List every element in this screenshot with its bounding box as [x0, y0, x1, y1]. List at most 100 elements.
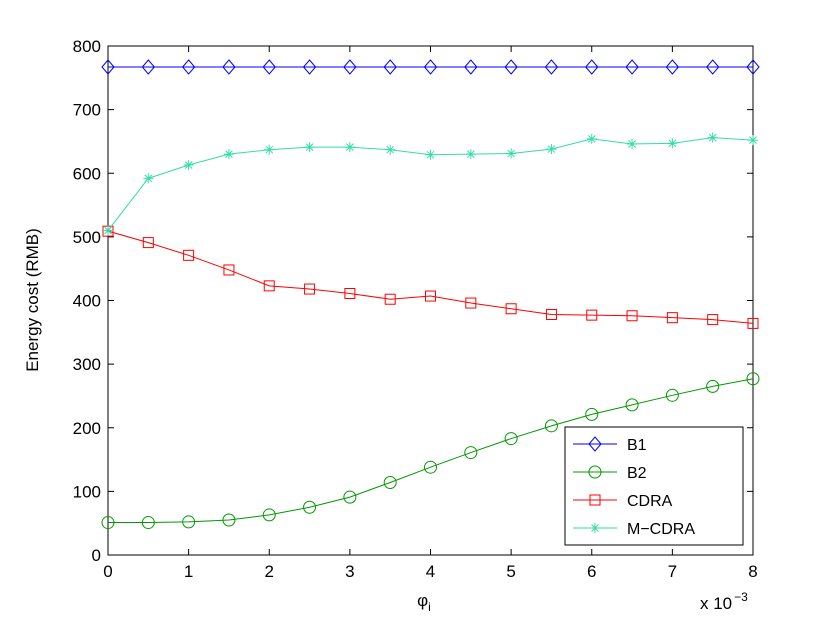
data-point-m-cdra — [627, 138, 638, 149]
data-point-b2 — [303, 500, 317, 514]
data-point-m-cdra — [304, 142, 315, 153]
data-point-cdra — [666, 312, 678, 324]
x-tick-label: 2 — [265, 562, 274, 581]
legend-marker — [588, 436, 602, 452]
y-tick-label: 0 — [92, 546, 101, 565]
data-point-m-cdra — [546, 144, 557, 155]
y-tick-label: 800 — [73, 37, 101, 56]
y-tick-label: 600 — [73, 164, 101, 183]
data-point-cdra — [344, 288, 356, 300]
data-point-b1 — [181, 59, 196, 75]
data-point-b2 — [182, 515, 196, 529]
data-point-b1 — [101, 59, 115, 75]
data-point-b1 — [504, 59, 518, 75]
data-point-b2 — [585, 407, 599, 421]
x-axis-label-subscript: i — [428, 600, 431, 614]
x-axis-multiplier: x 10 −3 — [700, 590, 748, 613]
data-point-cdra — [384, 293, 396, 305]
data-point-b1 — [262, 59, 276, 75]
y-tick-label: 200 — [73, 419, 101, 438]
data-point-cdra — [223, 264, 235, 276]
x-tick-label: 7 — [668, 562, 677, 581]
x-axis-label: φi — [417, 591, 431, 614]
legend-entry-cdra: CDRA — [573, 493, 673, 510]
data-point-b1 — [544, 59, 559, 75]
legend-marker — [590, 523, 600, 533]
x-tick-label: 6 — [587, 562, 596, 581]
data-point-b1 — [746, 59, 760, 75]
series-layer — [101, 59, 760, 530]
y-tick-label: 500 — [73, 228, 101, 247]
data-point-m-cdra — [586, 133, 597, 144]
data-point-b1 — [222, 59, 236, 75]
data-point-m-cdra — [143, 173, 154, 184]
data-point-b1 — [464, 59, 478, 75]
data-point-b2 — [222, 513, 236, 527]
data-point-cdra — [707, 314, 719, 326]
data-point-cdra — [545, 308, 557, 320]
y-axis-label: Energy cost (RMB) — [23, 228, 42, 372]
data-point-cdra — [586, 309, 598, 321]
data-point-b1 — [625, 59, 639, 75]
data-point-b2 — [101, 516, 115, 530]
series-line-b2 — [108, 378, 754, 524]
axes-layer: 0 1 2 3 4 5 6 7 8 0 100 200 300 400 500 600 700 800 — [73, 37, 758, 581]
data-point-m-cdra — [707, 132, 718, 143]
data-point-b1 — [423, 59, 438, 75]
data-point-m-cdra — [344, 142, 355, 153]
data-point-m-cdra — [667, 138, 678, 149]
legend-marker — [588, 465, 602, 479]
y-tick-label: 300 — [73, 355, 101, 374]
data-point-b2 — [464, 446, 478, 460]
data-point-b1 — [383, 59, 397, 75]
data-point-cdra — [505, 303, 517, 315]
x-tick-label: 0 — [103, 562, 112, 581]
legend-entry-m-cdra: M−CDRA — [573, 521, 695, 538]
data-point-m-cdra — [425, 149, 436, 160]
data-point-b1 — [665, 59, 680, 75]
data-point-cdra — [747, 317, 759, 329]
series-b2 — [101, 372, 760, 530]
data-point-b2 — [343, 490, 357, 504]
data-point-m-cdra — [223, 149, 234, 160]
x-axis-multiplier-exponent: −3 — [734, 590, 748, 604]
x-axis-label-main: φ — [417, 591, 428, 610]
data-point-b1 — [141, 59, 155, 75]
legend-label: M−CDRA — [627, 521, 695, 538]
data-point-cdra — [304, 283, 316, 295]
data-point-b2 — [262, 508, 276, 522]
data-point-cdra — [263, 280, 275, 292]
data-point-b2 — [424, 460, 437, 474]
data-point-b2 — [383, 475, 397, 489]
data-point-m-cdra — [103, 225, 113, 236]
data-point-b2 — [141, 516, 155, 530]
x-tick-label: 1 — [184, 562, 193, 581]
data-point-b2 — [625, 398, 639, 412]
data-point-cdra — [425, 290, 436, 302]
data-point-m-cdra — [506, 148, 517, 159]
data-point-b1 — [585, 59, 599, 75]
x-tick-label: 5 — [506, 562, 515, 581]
data-point-m-cdra — [183, 159, 194, 170]
data-point-m-cdra — [748, 135, 758, 146]
series-cdra — [102, 225, 759, 329]
y-tick-label: 700 — [73, 101, 101, 120]
data-point-b2 — [706, 379, 720, 393]
data-point-cdra — [183, 249, 195, 261]
data-point-b1 — [302, 59, 317, 75]
legend-label: CDRA — [627, 493, 673, 510]
legend-marker — [589, 494, 601, 506]
data-point-m-cdra — [465, 149, 476, 160]
y-tick-label: 100 — [73, 482, 101, 501]
series-line-cdra — [107, 230, 754, 324]
data-point-m-cdra — [264, 144, 275, 155]
legend-entry-b1: B1 — [573, 436, 647, 454]
data-point-b1 — [706, 59, 720, 75]
chart-legend: B1 B2 CDRA M−CDRA — [564, 426, 744, 546]
series-m-cdra — [103, 132, 758, 236]
data-point-b2 — [544, 419, 558, 433]
data-point-b2 — [504, 432, 518, 446]
data-point-b1 — [343, 59, 357, 75]
